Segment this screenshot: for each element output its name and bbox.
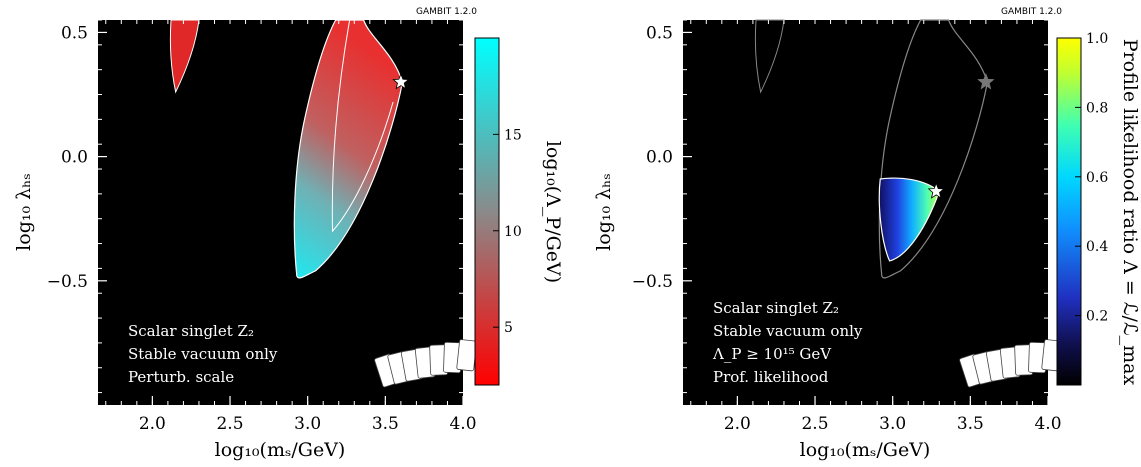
colorbar-tick-label: 0.8: [1086, 100, 1108, 116]
x-tick-label: 4.0: [1034, 414, 1061, 434]
region-sliver: [169, 19, 200, 94]
y-tick-label: 0.0: [646, 148, 673, 168]
annotation-line: Scalar singlet Z₂: [713, 299, 839, 317]
x-tick-label: 3.5: [372, 414, 399, 434]
x-axis-label: log₁₀(mₛ/GeV): [800, 439, 931, 461]
version-label: GAMBIT 1.2.0: [1001, 7, 1062, 17]
panel-left: 2.0 2.5 3.0 3.5 4.0 0.5 0.0 −0.5 Scalar single…: [13, 7, 564, 461]
colorbar-tick-label: 0.4: [1086, 239, 1108, 255]
colorbar-tick-label: 0.2: [1086, 309, 1108, 325]
y-tick-label: −0.5: [47, 272, 88, 292]
colorbar-tick-label: 1.0: [1086, 31, 1108, 47]
x-tick-label: 2.5: [801, 414, 828, 434]
annotation-line: Prof. likelihood: [713, 368, 829, 386]
likelihood-region: [754, 19, 995, 279]
x-tick-label: 3.5: [957, 414, 984, 434]
y-axis-label: log₁₀ λₕₛ: [593, 173, 615, 251]
x-tick-label: 3.0: [294, 414, 321, 434]
annotation-line: Stable vacuum only: [128, 345, 278, 363]
gambit-logo-icon: [374, 339, 477, 388]
annotation-line: Stable vacuum only: [713, 322, 863, 340]
y-axis-label: log₁₀ λₕₛ: [13, 173, 35, 251]
x-tick-label: 3.0: [879, 414, 906, 434]
colorbar: [474, 37, 500, 386]
x-axis-label: log₁₀(mₛ/GeV): [215, 439, 346, 461]
best-fit-star-icon: [927, 182, 945, 199]
card-shape: [456, 339, 477, 372]
colorbar-label: Profile likelihood ratio Λ = ℒ/ℒ_max: [1119, 39, 1141, 386]
y-tick-label: 0.0: [61, 148, 88, 168]
colorbar-ticks: 5 10 15: [493, 127, 522, 336]
annotation-line: Λ_P ≥ 10¹⁵ GeV: [712, 345, 832, 363]
annotation-block: Scalar singlet Z₂ Stable vacuum only Λ_P ≥…: [712, 299, 863, 386]
x-tick-label: 4.0: [449, 414, 476, 434]
y-ticks: 0.5 0.0 −0.5: [47, 19, 463, 394]
region-likelihood: [878, 177, 940, 262]
colorbar-tick-label: 15: [504, 127, 522, 143]
x-ticks: 2.0 2.5 3.0 3.5 4.0: [690, 20, 1062, 434]
colorbar-label: log₁₀(Λ_P/GeV): [542, 141, 564, 283]
reference-star-icon: [977, 73, 995, 90]
colorbar-tick-label: 0.6: [1086, 170, 1108, 186]
annotation-block: Scalar singlet Z₂ Stable vacuum only Pertu…: [128, 322, 278, 386]
x-tick-label: 2.5: [216, 414, 243, 434]
best-fit-star-icon: [392, 73, 410, 90]
y-ticks: 0.5 0.0 −0.5: [632, 19, 1048, 394]
version-label: GAMBIT 1.2.0: [416, 7, 477, 17]
colorbar-tick-label: 10: [504, 224, 522, 240]
y-tick-label: 0.5: [61, 23, 88, 43]
allowed-region: [169, 19, 410, 279]
y-tick-label: 0.5: [646, 23, 673, 43]
outline-sliver: [754, 19, 785, 94]
x-tick-label: 2.0: [724, 414, 751, 434]
colorbar: [1056, 37, 1082, 386]
x-tick-label: 2.0: [139, 414, 166, 434]
panel-right: 2.0 2.5 3.0 3.5 4.0 0.5 0.0 −0.5 Scalar single…: [593, 7, 1141, 461]
colorbar-ticks: 0.2 0.4 0.6 0.8 1.0: [1075, 31, 1108, 325]
colorbar-tick-label: 5: [504, 320, 513, 336]
x-ticks: 2.0 2.5 3.0 3.5 4.0: [105, 20, 477, 434]
contour-line: [331, 19, 394, 233]
annotation-line: Perturb. scale: [128, 368, 234, 386]
y-tick-label: −0.5: [632, 272, 673, 292]
gambit-logo-icon: [959, 339, 1062, 388]
annotation-line: Scalar singlet Z₂: [128, 322, 254, 340]
